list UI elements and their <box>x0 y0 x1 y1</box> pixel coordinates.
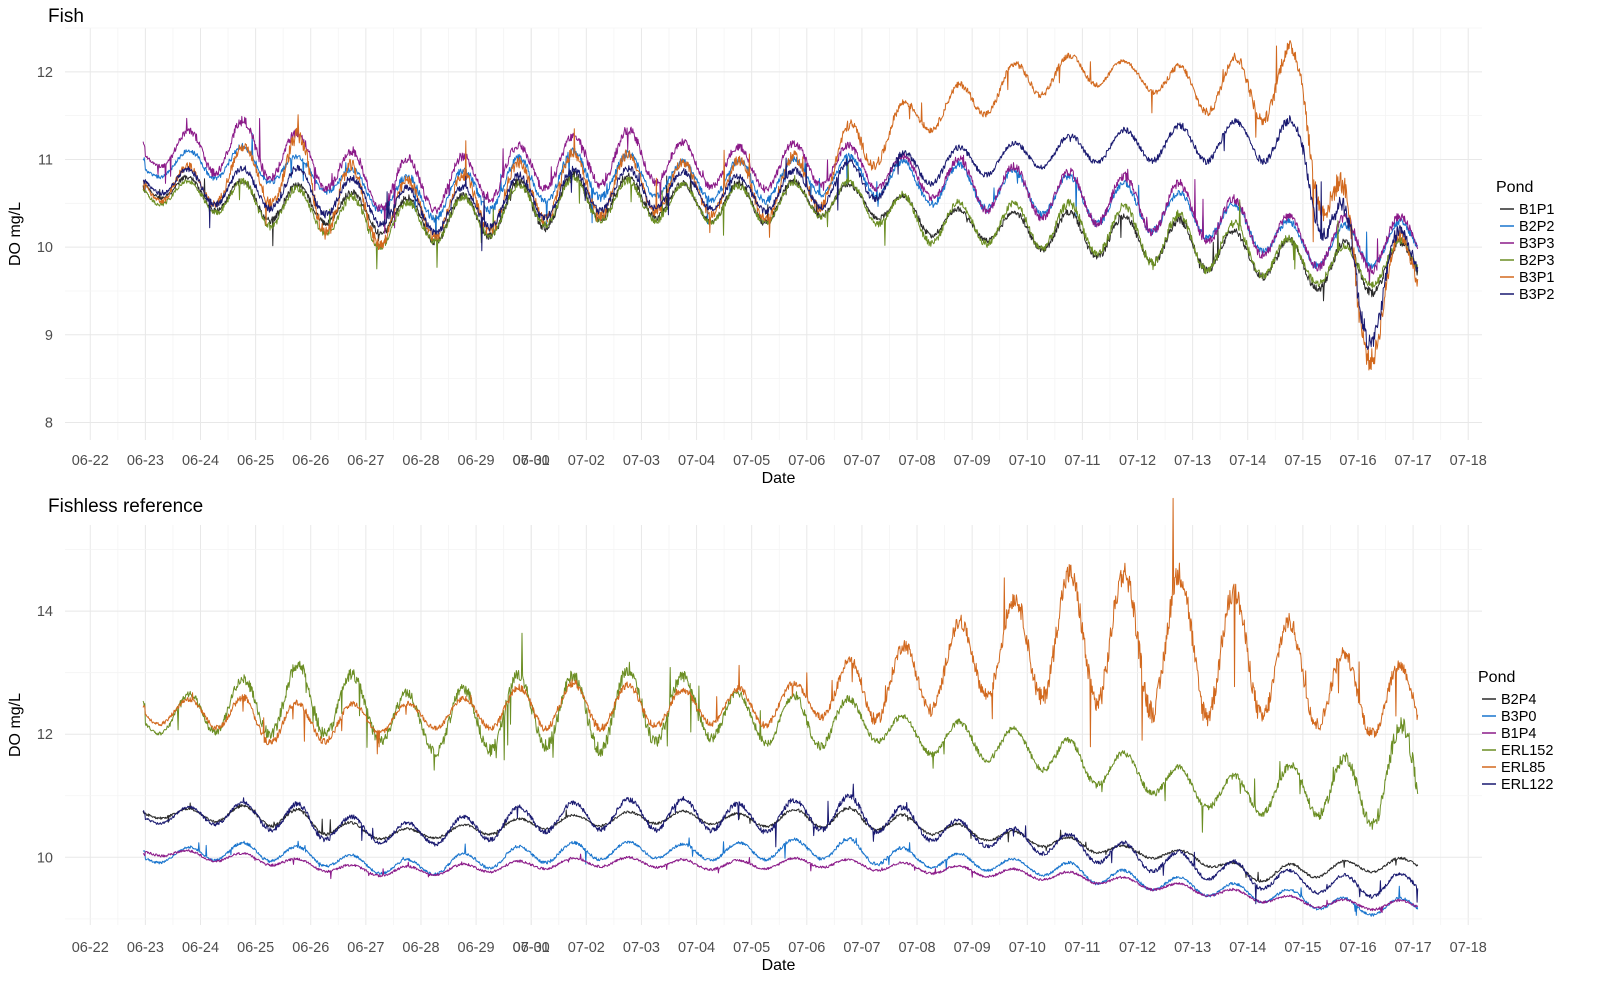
x-tick-label: 07-14 <box>1229 453 1266 469</box>
x-tick-label: 07-02 <box>568 453 605 469</box>
series-line-b3p1 <box>142 40 1419 371</box>
legend-label-b1p1: B1P1 <box>1519 202 1554 218</box>
y-axis-label: DO mg/L <box>7 202 24 266</box>
series-line-b2p3 <box>142 162 1419 289</box>
x-tick-label: 07-05 <box>733 453 770 469</box>
x-tick-label: 07-01 <box>513 940 550 956</box>
x-tick-label: 07-12 <box>1119 453 1156 469</box>
series-line-b3p2 <box>142 115 1419 350</box>
y-tick-label: 14 <box>37 604 53 620</box>
fish-panel: 8 9 10 11 12 06-22 06-23 06-24 06-25 06-26 06-27 06… <box>7 6 1554 487</box>
x-tick-label: 06-27 <box>347 453 384 469</box>
y-tick-label: 12 <box>37 65 53 81</box>
x-tick-label: 07-12 <box>1119 940 1156 956</box>
series-line-b3p3 <box>142 115 1419 286</box>
x-tick-label: 06-24 <box>182 453 219 469</box>
legend-label-erl85: ERL85 <box>1501 760 1545 776</box>
y-tick-label: 9 <box>45 328 53 344</box>
x-tick-label: 06-30 <box>513 453 550 469</box>
x-tick-label: 06-26 <box>292 453 329 469</box>
legend-label-b1p4: B1P4 <box>1501 726 1536 742</box>
y-tick-label: 11 <box>38 152 53 168</box>
x-tick-label: 06-29 <box>458 453 495 469</box>
y-tick-label: 8 <box>45 415 53 431</box>
legend-label-b3p1: B3P1 <box>1519 270 1554 286</box>
x-tick-label: 07-03 <box>623 940 660 956</box>
x-tick-label: 07-01 <box>513 453 550 469</box>
x-tick-label: 07-17 <box>1395 940 1432 956</box>
x-tick-label: 06-24 <box>182 940 219 956</box>
x-tick-label: 07-18 <box>1450 940 1487 956</box>
x-tick-label: 07-10 <box>1009 453 1046 469</box>
x-tick-label: 07-13 <box>1174 940 1211 956</box>
x-tick-label: 06-29 <box>458 940 495 956</box>
x-tick-label: 07-13 <box>1174 453 1211 469</box>
series-line-b1p4 <box>142 849 1419 913</box>
legend-label-erl122: ERL122 <box>1501 777 1553 793</box>
series-line-b2p4 <box>142 802 1419 883</box>
x-tick-label: 07-17 <box>1395 453 1432 469</box>
legend-label-b2p2: B2P2 <box>1519 219 1554 235</box>
x-tick-label: 06-25 <box>237 453 274 469</box>
x-tick-label: 07-06 <box>788 940 825 956</box>
series-line-b3p0 <box>142 837 1419 917</box>
x-tick-label: 07-15 <box>1284 940 1321 956</box>
y-tick-label: 12 <box>37 727 53 743</box>
x-tick-label: 06-25 <box>237 940 274 956</box>
x-tick-label: 07-07 <box>843 940 880 956</box>
x-tick-label: 07-07 <box>843 453 880 469</box>
x-tick-label: 06-23 <box>127 453 164 469</box>
x-tick-label: 07-02 <box>568 940 605 956</box>
legend-label-b2p3: B2P3 <box>1519 253 1554 269</box>
x-tick-label: 07-10 <box>1009 940 1046 956</box>
x-tick-label: 06-27 <box>347 940 384 956</box>
x-tick-label: 06-23 <box>127 940 164 956</box>
x-tick-label: 07-18 <box>1450 453 1487 469</box>
legend-label-b2p4: B2P4 <box>1501 692 1536 708</box>
legend-label-b3p2: B3P2 <box>1519 287 1554 303</box>
x-tick-label: 07-16 <box>1339 453 1376 469</box>
series-line-erl122 <box>142 783 1419 905</box>
x-tick-label: 07-08 <box>898 453 935 469</box>
x-tick-label: 07-16 <box>1339 940 1376 956</box>
x-tick-label: 07-09 <box>954 453 991 469</box>
x-tick-label: 07-11 <box>1064 940 1100 956</box>
x-tick-label: 07-04 <box>678 453 715 469</box>
legend-label-erl152: ERL152 <box>1501 743 1553 759</box>
x-tick-label: 07-08 <box>898 940 935 956</box>
x-tick-label: 07-14 <box>1229 940 1266 956</box>
legend-title: Pond <box>1478 669 1515 686</box>
series-line-erl152 <box>142 632 1419 833</box>
chart-title: Fish <box>48 6 84 27</box>
x-axis-label: Date <box>762 470 796 487</box>
x-tick-label: 06-22 <box>72 453 109 469</box>
x-axis-label: Date <box>762 957 796 974</box>
x-tick-label: 07-05 <box>733 940 770 956</box>
series-line-erl85 <box>142 497 1419 755</box>
x-tick-label: 06-22 <box>72 940 109 956</box>
fishless-reference-panel: 10 12 14 06-22 06-23 06-24 06-25 06-26 06-27 06-2… <box>7 496 1553 974</box>
legend-label-b3p0: B3P0 <box>1501 709 1536 725</box>
x-tick-label: 07-06 <box>788 453 825 469</box>
x-tick-label: 07-11 <box>1064 453 1100 469</box>
x-tick-label: 06-30 <box>513 940 550 956</box>
x-tick-label: 06-28 <box>402 453 439 469</box>
x-tick-label: 06-28 <box>402 940 439 956</box>
x-tick-label: 06-26 <box>292 940 329 956</box>
y-tick-label: 10 <box>37 850 53 866</box>
y-axis-label: DO mg/L <box>7 693 24 757</box>
legend-label-b3p3: B3P3 <box>1519 236 1554 252</box>
x-tick-label: 07-09 <box>954 940 991 956</box>
grid <box>65 27 1482 440</box>
legend-title: Pond <box>1496 179 1533 196</box>
chart-title: Fishless reference <box>48 496 203 517</box>
x-tick-label: 07-15 <box>1284 453 1321 469</box>
x-tick-label: 07-04 <box>678 940 715 956</box>
y-tick-label: 10 <box>37 240 53 256</box>
x-tick-label: 07-03 <box>623 453 660 469</box>
